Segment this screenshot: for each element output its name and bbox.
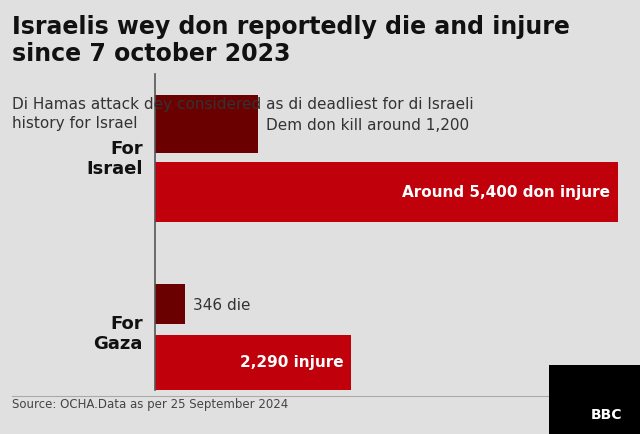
Text: BBC: BBC (591, 407, 622, 421)
Bar (155, 96, 258, 154)
Text: For
Gaza: For Gaza (93, 315, 143, 352)
Text: Dem don kill around 1,200: Dem don kill around 1,200 (266, 117, 469, 132)
Text: Source: OCHA.Data as per 25 September 2024: Source: OCHA.Data as per 25 September 20… (12, 398, 288, 411)
Text: For
Israel: For Israel (86, 140, 143, 178)
Text: 2,290 injure: 2,290 injure (240, 355, 343, 370)
Text: 346 die: 346 die (193, 297, 250, 312)
Text: Around 5,400 don injure: Around 5,400 don injure (402, 185, 610, 200)
Text: Israelis wey don reportedly die and injure
since 7 october 2023: Israelis wey don reportedly die and inju… (12, 15, 570, 66)
Bar (155, 163, 618, 223)
Bar (155, 284, 185, 324)
Text: Di Hamas attack dey considered as di deadliest for di Israeli
history for Israel: Di Hamas attack dey considered as di dea… (12, 97, 474, 130)
Bar (155, 335, 351, 390)
